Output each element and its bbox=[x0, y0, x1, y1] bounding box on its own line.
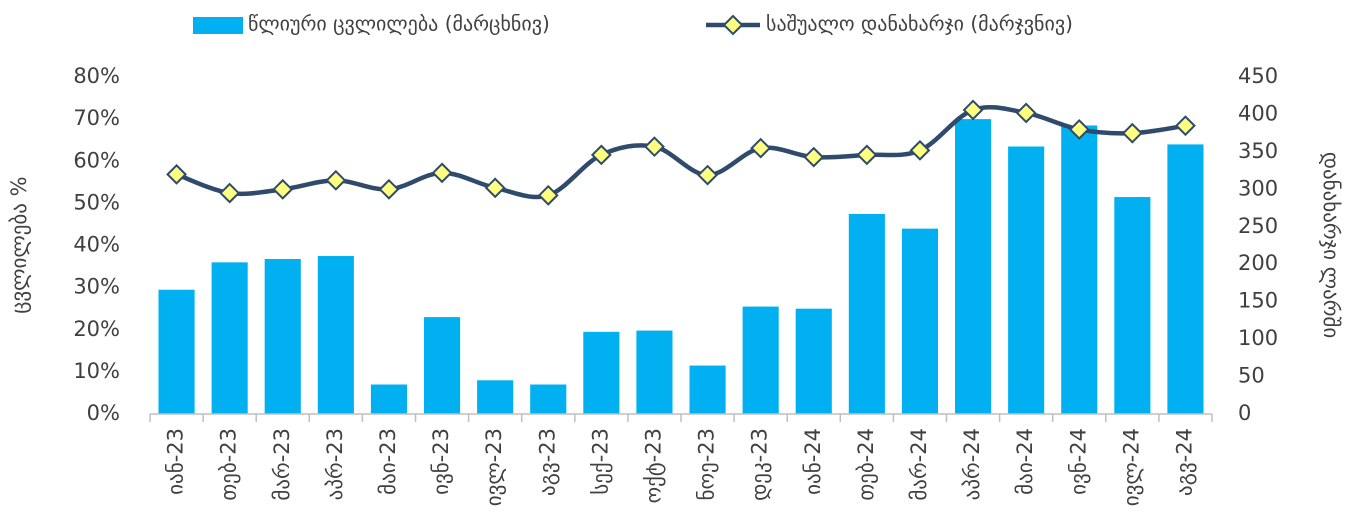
line-marker bbox=[484, 177, 506, 199]
y2-tick-label: 50 bbox=[1238, 364, 1265, 388]
bar bbox=[954, 119, 992, 414]
y-tick-label: 30% bbox=[73, 275, 120, 299]
bar bbox=[211, 262, 248, 414]
line-marker bbox=[325, 169, 347, 191]
bar bbox=[636, 330, 673, 414]
line-marker bbox=[1121, 122, 1143, 144]
y2-tick-label: 300 bbox=[1238, 176, 1278, 200]
x-tick-label: მარ-24 bbox=[907, 428, 931, 501]
line-marker bbox=[697, 164, 718, 186]
x-tick-label: თებ-24 bbox=[854, 428, 878, 501]
line-marker bbox=[1015, 102, 1037, 124]
line-marker bbox=[219, 182, 241, 204]
y-tick-label: 70% bbox=[73, 106, 120, 130]
line-marker bbox=[1068, 119, 1090, 140]
bar bbox=[742, 306, 779, 414]
bar bbox=[1008, 146, 1045, 414]
bar bbox=[583, 331, 620, 414]
x-tick-label: აგვ-23 bbox=[535, 428, 559, 496]
bar bbox=[848, 213, 885, 414]
bar bbox=[477, 380, 514, 414]
x-tick-label: იან-23 bbox=[164, 428, 188, 495]
bar bbox=[264, 258, 301, 414]
x-tick-label: სექ-23 bbox=[588, 428, 612, 495]
line-marker bbox=[962, 99, 984, 121]
y-tick-label: 0% bbox=[87, 401, 120, 425]
x-tick-label: დეკ-23 bbox=[748, 428, 772, 501]
bar bbox=[1114, 197, 1151, 414]
y2-axis-label: დანახარჯი ლარში bbox=[1319, 152, 1343, 338]
bar bbox=[530, 384, 567, 414]
y2-tick-label: 150 bbox=[1238, 289, 1278, 313]
bar bbox=[689, 365, 726, 414]
x-tick-label: ივლ-24 bbox=[1119, 428, 1143, 506]
x-tick-label: მაი-23 bbox=[376, 428, 400, 495]
y2-tick-label: 350 bbox=[1238, 139, 1278, 163]
line-marker bbox=[590, 144, 612, 166]
y-tick-label: 20% bbox=[73, 317, 120, 341]
line-marker bbox=[378, 178, 400, 200]
line-marker bbox=[272, 178, 294, 200]
line-marker bbox=[644, 136, 665, 158]
line-marker bbox=[431, 162, 453, 184]
line-marker bbox=[856, 144, 878, 166]
y2-tick-label: 450 bbox=[1238, 64, 1278, 88]
x-tick-label: ოქტ-23 bbox=[641, 428, 665, 503]
x-tick-label: აპრ-23 bbox=[323, 428, 347, 500]
legend-marker bbox=[722, 14, 744, 36]
x-tick-label: აგვ-24 bbox=[1172, 428, 1196, 496]
y2-tick-label: 200 bbox=[1238, 251, 1278, 275]
y2-tick-label: 100 bbox=[1238, 326, 1278, 350]
x-tick-label: აპრ-24 bbox=[960, 428, 984, 500]
y-tick-label: 80% bbox=[73, 64, 120, 88]
line-marker bbox=[909, 139, 931, 161]
legend-swatch bbox=[193, 17, 243, 34]
x-tick-label: მარ-23 bbox=[270, 428, 294, 501]
x-tick-label: ივლ-23 bbox=[482, 428, 506, 506]
line-marker bbox=[750, 137, 772, 159]
y-tick-label: 60% bbox=[73, 148, 120, 172]
bar bbox=[317, 256, 354, 414]
y2-tick-label: 0 bbox=[1238, 401, 1251, 425]
line-marker bbox=[537, 184, 559, 206]
y2-tick-label: 250 bbox=[1238, 214, 1278, 238]
y-axis-label: ცვლილება % bbox=[7, 176, 31, 313]
bar bbox=[370, 384, 408, 414]
y-tick-label: 10% bbox=[73, 359, 120, 383]
y-tick-label: 50% bbox=[73, 190, 120, 214]
x-tick-label: იან-24 bbox=[801, 428, 825, 495]
x-tick-label: ივნ-24 bbox=[1066, 428, 1090, 495]
bar bbox=[1167, 144, 1204, 414]
bar bbox=[423, 317, 461, 414]
line-marker bbox=[166, 163, 187, 185]
legend-label: წლიური ცვლილება (მარცხნივ) bbox=[248, 12, 550, 36]
line-marker bbox=[803, 146, 825, 168]
y-tick-label: 40% bbox=[73, 233, 120, 257]
x-tick-label: ივნ-23 bbox=[429, 428, 453, 495]
bar bbox=[158, 289, 195, 414]
line-marker bbox=[1175, 115, 1196, 137]
y2-tick-label: 400 bbox=[1238, 101, 1278, 125]
legend-label: საშუალო დანახარჯი (მარჯვნივ) bbox=[766, 12, 1073, 36]
x-tick-label: თებ-23 bbox=[217, 428, 241, 501]
x-tick-label: ნოე-23 bbox=[695, 428, 719, 500]
bar bbox=[901, 228, 939, 414]
x-tick-label: მაი-24 bbox=[1013, 428, 1037, 495]
bar bbox=[1061, 125, 1098, 414]
bar bbox=[795, 308, 832, 414]
